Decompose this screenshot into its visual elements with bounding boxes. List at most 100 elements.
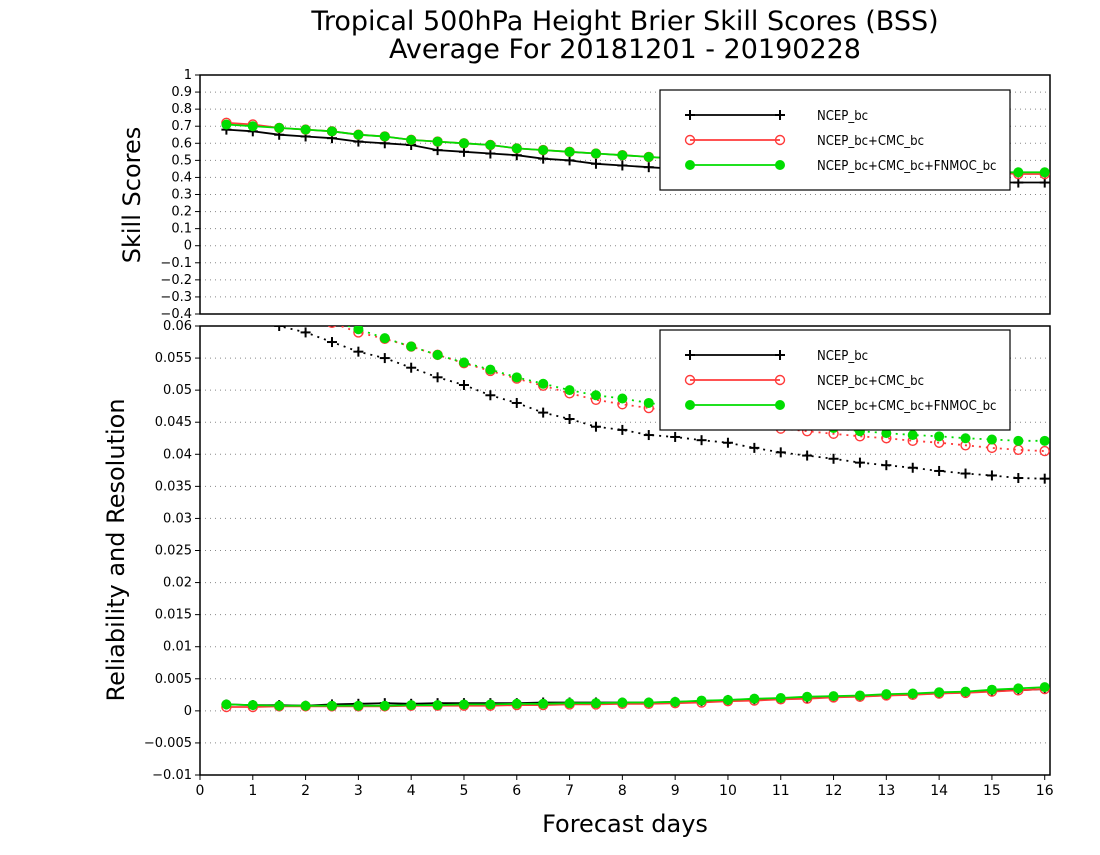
- bottom-series-reliability-ncep-bc-cmc-bc-fnmoc-bc-point: [538, 698, 549, 709]
- bottom-ytick-label: −0.01: [152, 768, 192, 783]
- chart-title-line2: Average For 20181201 - 20190228: [389, 34, 861, 65]
- top-ytick-label: 0.3: [171, 188, 192, 203]
- top-series-ncep-bc-cmc-bc-fnmoc-bc-point: [274, 122, 285, 133]
- top-ytick-label: −0.1: [160, 256, 192, 271]
- x-axis-title: Forecast days: [542, 810, 708, 838]
- top-series-ncep-bc-cmc-bc-fnmoc-bc-point: [326, 126, 337, 137]
- bottom-series-resolution-ncep-bc-cmc-bc-point: [301, 309, 310, 318]
- top-ytick-label: −0.3: [160, 290, 192, 305]
- top-ytick-label: 0.4: [171, 170, 192, 185]
- top-plot-frame: [199, 74, 1051, 315]
- top-legend-label: NCEP_bc+CMC_bc: [817, 134, 924, 149]
- bottom-panel-ylabel: Reliability and Resolution: [102, 398, 130, 701]
- bottom-legend-marker: [685, 400, 695, 410]
- bottom-series-resolution-ncep-bc-cmc-bc-fnmoc-bc-point: [485, 364, 496, 375]
- top-series-ncep-bc-cmc-bc-fnmoc-bc-point: [353, 129, 364, 140]
- top-ytick-label: −0.4: [160, 307, 192, 322]
- bottom-series-reliability-ncep-bc-cmc-bc-fnmoc-bc-point: [458, 699, 469, 710]
- bottom-series-resolution-ncep-bc-cmc-bc-fnmoc-bc-point: [221, 254, 231, 264]
- bottom-series-resolution-ncep-bc-cmc-bc-point: [222, 257, 231, 266]
- bottom-series-resolution-ncep-bc-cmc-bc-fnmoc-bc-point: [907, 430, 918, 441]
- bottom-series-resolution-ncep-bc-cmc-bc-point: [986, 442, 998, 454]
- bottom-series-reliability-ncep-bc-cmc-bc-fnmoc-bc-point: [511, 698, 522, 709]
- bottom-ytick-label: 0.01: [163, 640, 192, 655]
- bottom-legend-label: NCEP_bc: [817, 349, 868, 364]
- top-legend-marker: [775, 160, 785, 170]
- top-ytick-label: 0.2: [171, 205, 192, 220]
- bottom-series-resolution-ncep-bc-cmc-bc-fnmoc-bc-point: [353, 326, 364, 335]
- bottom-series-reliability-ncep-bc-cmc-bc-fnmoc-bc-point: [722, 694, 733, 705]
- top-ytick-label: 0.8: [171, 102, 192, 117]
- xtick-label: 15: [983, 783, 1001, 799]
- bottom-series-reliability-ncep-bc-cmc-bc-fnmoc-bc-point: [406, 700, 417, 711]
- bottom-series-reliability-ncep-bc-cmc-bc-fnmoc-bc-point: [934, 687, 945, 698]
- bottom-series-resolution-ncep-bc-cmc-bc-fnmoc-bc-point: [406, 341, 417, 352]
- bottom-series-reliability-ncep-bc-cmc-bc-fnmoc-bc-point: [854, 690, 865, 701]
- bottom-series-resolution-ncep-bc-cmc-bc-fnmoc-bc-point: [327, 316, 337, 326]
- bottom-series-resolution-ncep-bc-cmc-bc-fnmoc-bc-point: [617, 393, 628, 404]
- bottom-ytick-label: 0.055: [155, 351, 192, 366]
- bottom-ytick-label: 0.02: [163, 576, 192, 591]
- top-series-ncep-bc-cmc-bc-fnmoc-bc-point: [432, 136, 443, 147]
- top-legend-marker: [685, 160, 695, 170]
- bottom-series-reliability-ncep-bc-cmc-bc-fnmoc-bc-point: [326, 700, 337, 711]
- bottom-series-reliability-ncep-bc-cmc-bc-fnmoc-bc-point: [960, 686, 971, 697]
- bottom-series-reliability-ncep-bc-cmc-bc-fnmoc-bc-point: [247, 700, 258, 711]
- bottom-series-resolution-ncep-bc-cmc-bc-fnmoc-bc-point: [248, 273, 258, 283]
- bottom-legend-label: NCEP_bc+CMC_bc: [817, 374, 924, 389]
- xtick-label: 0: [196, 783, 205, 799]
- top-series-ncep-bc-cmc-bc-fnmoc-bc-point: [511, 143, 522, 154]
- top-series-ncep-bc-cmc-bc-fnmoc-bc-point: [1013, 167, 1024, 178]
- bottom-series-resolution-ncep-bc-cmc-bc-fnmoc-bc-point: [590, 390, 601, 401]
- bottom-series-resolution-ncep-bc-cmc-bc-fnmoc-bc-point: [1013, 435, 1024, 446]
- top-series-ncep-bc-cmc-bc-fnmoc-bc-point: [485, 139, 496, 150]
- bottom-series-reliability-ncep-bc-cmc-bc-fnmoc-bc-point: [274, 700, 285, 711]
- top-ytick-label: 0.1: [171, 222, 192, 237]
- top-legend-marker: [684, 134, 696, 146]
- bottom-series-layer: [221, 254, 1050, 713]
- bottom-series-reliability-ncep-bc-cmc-bc-fnmoc-bc-point: [907, 688, 918, 699]
- bottom-series-reliability-ncep-bc-cmc-bc-fnmoc-bc-point: [881, 689, 892, 700]
- bottom-series-reliability-ncep-bc-cmc-bc-fnmoc-bc-point: [1039, 682, 1050, 693]
- top-series-ncep-bc-cmc-bc-fnmoc-bc-point: [458, 138, 469, 149]
- top-series-ncep-bc-cmc-bc-fnmoc-bc-point: [379, 131, 390, 142]
- top-legend: NCEP_bc NCEP_bc+CMC_bc NCEP_bc+CMC_bc+FNMO…: [659, 89, 1011, 191]
- top-series-ncep-bc-cmc-bc-fnmoc-bc-point: [590, 148, 601, 159]
- top-ytick-label: 0.7: [171, 119, 192, 134]
- top-series-ncep-bc-cmc-bc-fnmoc-bc-point: [538, 145, 549, 156]
- top-legend-label: NCEP_bc: [817, 109, 868, 124]
- bottom-series-reliability-ncep-bc-cmc-bc-fnmoc-bc-point: [221, 699, 232, 710]
- top-series-ncep-bc-cmc-bc-fnmoc-bc-point: [1039, 167, 1050, 178]
- bottom-ytick-label: 0.025: [155, 544, 192, 559]
- xtick-label: 10: [719, 783, 737, 799]
- top-ytick-label: 0.5: [171, 153, 192, 168]
- bottom-series-resolution-ncep-bc-cmc-bc-fnmoc-bc-point: [934, 431, 945, 442]
- bottom-series-resolution-ncep-bc-cmc-bc-fnmoc-bc-point: [564, 385, 575, 396]
- xtick-label: 4: [407, 783, 416, 799]
- bottom-series-reliability-ncep-bc-cmc-bc-fnmoc-bc-point: [828, 691, 839, 702]
- bottom-series-resolution-ncep-bc-cmc-bc-fnmoc-bc-point: [432, 349, 443, 360]
- bottom-ytick-label: 0.015: [155, 608, 192, 623]
- bottom-series-resolution-ncep-bc-cmc-bc-point: [248, 277, 257, 286]
- bottom-series-resolution-ncep-bc-cmc-bc-fnmoc-bc-point: [1039, 435, 1050, 446]
- bottom-ytick-label: 0.06: [163, 319, 192, 334]
- bottom-series-reliability-ncep-bc-cmc-bc-fnmoc-bc-point: [485, 699, 496, 710]
- xtick-label: 1: [248, 783, 257, 799]
- xtick-label: 6: [512, 783, 521, 799]
- bottom-series-reliability-ncep-bc-cmc-bc-fnmoc-bc-point: [590, 698, 601, 709]
- xtick-label: 8: [618, 783, 627, 799]
- xtick-label: 2: [301, 783, 310, 799]
- xtick-label: 3: [354, 783, 363, 799]
- plot-layer: −0.4 −0.3 −0.2 −0.1 0 0.1 0.2 0.3 0.4 0.5 0.6 0.7 0.…: [144, 68, 1054, 799]
- top-series-ncep-bc-cmc-bc-fnmoc-bc-point: [564, 146, 575, 157]
- bottom-series-resolution-ncep-bc-cmc-bc-point: [327, 326, 337, 328]
- bottom-ytick-label: 0.05: [163, 383, 192, 398]
- xtick-label: 16: [1036, 783, 1054, 799]
- top-ytick-label: 1: [184, 68, 192, 83]
- bottom-plot-frame: [199, 325, 1051, 776]
- bottom-series-reliability-ncep-bc-cmc-bc-fnmoc-bc-point: [432, 700, 443, 711]
- top-series-ncep-bc-cmc-bc-fnmoc-bc-point: [221, 119, 232, 130]
- bottom-series-resolution-ncep-bc-cmc-bc-point: [275, 296, 284, 305]
- bottom-series-resolution-ncep-bc-cmc-bc-fnmoc-bc-point: [960, 433, 971, 444]
